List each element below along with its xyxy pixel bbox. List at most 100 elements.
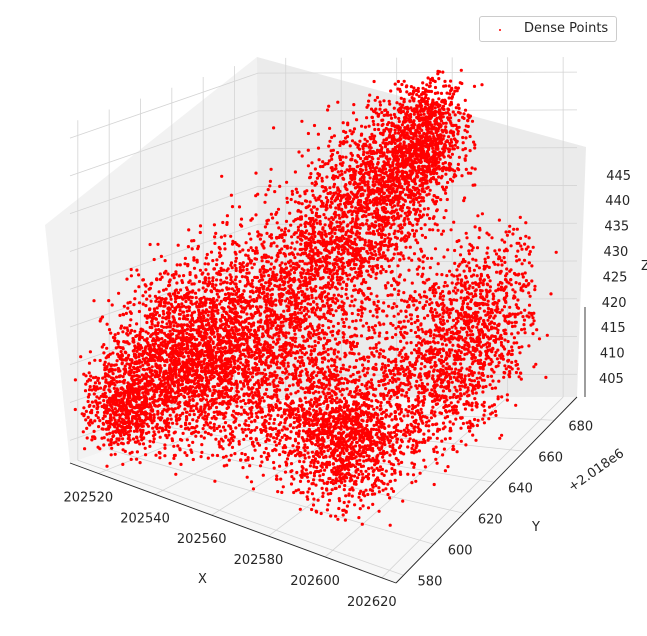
data-point	[167, 308, 171, 312]
data-point	[381, 251, 386, 255]
data-point	[280, 261, 284, 265]
data-point	[368, 231, 372, 235]
data-point	[355, 257, 359, 262]
data-point	[280, 352, 284, 356]
data-point	[305, 284, 309, 288]
data-point	[147, 405, 151, 409]
data-point	[141, 363, 145, 367]
data-point	[208, 297, 212, 302]
data-point	[129, 274, 133, 278]
data-point	[109, 413, 113, 417]
data-point	[157, 430, 161, 434]
data-point	[121, 437, 125, 441]
data-point	[299, 305, 303, 309]
data-point	[286, 290, 290, 294]
data-point	[210, 284, 215, 288]
data-point	[350, 294, 354, 298]
data-point	[132, 370, 136, 375]
data-point	[294, 326, 298, 330]
data-point	[179, 295, 183, 299]
data-point	[135, 457, 139, 461]
data-point	[331, 281, 335, 285]
data-point	[92, 299, 96, 303]
data-point	[115, 401, 119, 405]
data-point	[150, 281, 154, 285]
data-point	[194, 274, 198, 278]
data-point	[396, 211, 400, 215]
data-point	[306, 254, 310, 258]
data-point	[164, 371, 168, 375]
data-point	[344, 233, 348, 237]
data-point	[128, 323, 132, 328]
data-point	[144, 372, 148, 376]
data-point	[144, 453, 148, 457]
data-point	[299, 217, 303, 221]
data-point	[311, 277, 315, 282]
data-point	[150, 421, 154, 425]
data-point	[227, 294, 231, 299]
data-point	[269, 233, 273, 237]
data-point	[297, 150, 301, 154]
data-point	[241, 382, 245, 386]
data-point	[288, 276, 292, 280]
data-point	[339, 252, 343, 256]
data-point	[89, 374, 93, 378]
data-point	[360, 301, 364, 305]
data-point	[352, 284, 357, 288]
data-point	[190, 348, 194, 352]
data-point	[175, 281, 179, 285]
data-point	[164, 287, 168, 291]
data-point	[304, 214, 308, 218]
data-point	[265, 260, 269, 264]
data-point	[96, 410, 100, 414]
data-point	[327, 159, 331, 163]
data-point	[173, 308, 177, 312]
data-point	[137, 385, 141, 389]
data-point	[377, 247, 381, 251]
data-point	[137, 285, 141, 289]
data-point	[283, 280, 287, 284]
data-point	[112, 386, 116, 390]
data-point	[82, 406, 86, 410]
data-point	[269, 301, 273, 305]
data-point	[352, 304, 356, 308]
data-point	[341, 155, 345, 159]
data-point	[374, 220, 378, 224]
data-point	[350, 212, 354, 217]
data-point	[135, 435, 139, 439]
data-point	[157, 290, 161, 294]
data-point	[335, 262, 339, 266]
data-point	[151, 440, 156, 444]
data-point	[121, 442, 125, 446]
data-point	[330, 197, 334, 201]
data-point	[152, 419, 156, 423]
data-point	[327, 282, 331, 286]
data-point	[205, 252, 209, 257]
data-point	[316, 146, 321, 150]
data-point	[120, 391, 124, 395]
data-point	[181, 310, 185, 314]
data-point	[230, 242, 235, 246]
data-point	[176, 343, 180, 347]
data-point	[208, 301, 212, 305]
data-point	[283, 262, 288, 266]
data-point	[279, 320, 283, 324]
data-point	[233, 278, 237, 282]
data-point	[196, 247, 200, 251]
data-point	[118, 380, 122, 384]
data-point	[268, 277, 272, 281]
data-point	[98, 419, 102, 423]
data-point	[160, 356, 164, 360]
data-point	[421, 213, 425, 217]
data-point	[342, 320, 346, 325]
data-point	[130, 385, 134, 389]
data-point	[122, 381, 126, 385]
data-point	[274, 303, 278, 307]
data-point	[298, 259, 302, 263]
data-point	[435, 209, 439, 213]
data-point	[321, 264, 325, 268]
data-point	[96, 401, 100, 405]
data-point	[325, 332, 329, 336]
data-point	[339, 294, 344, 298]
data-point	[330, 234, 334, 239]
